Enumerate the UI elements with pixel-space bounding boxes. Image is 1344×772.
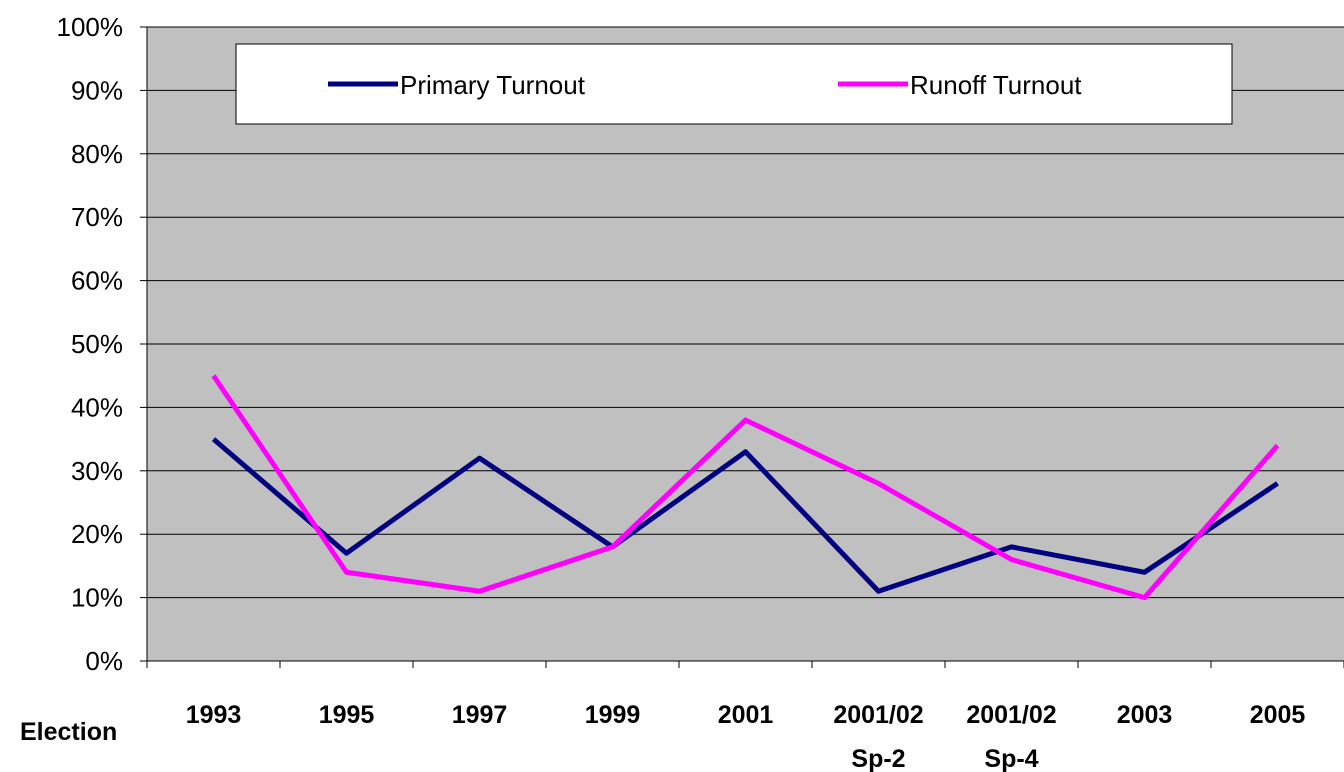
y-tick-label: 60% [71, 266, 123, 296]
x-tick-label: 1993 [186, 701, 242, 729]
legend-label: Primary Turnout [400, 70, 586, 100]
series-line [211, 437, 1279, 594]
x-tick-label: 1999 [585, 701, 641, 729]
legend-box [235, 43, 1233, 125]
y-tick-label: 0% [85, 646, 123, 676]
legend-label: Runoff Turnout [910, 70, 1082, 100]
y-tick-label: 100% [57, 12, 124, 42]
x-tick-label: 2001/02 Sp-4 [966, 701, 1056, 772]
x-tick-label: 2005 [1250, 701, 1306, 729]
series-line [211, 374, 1280, 601]
x-tick-label: 2003 [1117, 701, 1173, 729]
y-tick-label: 20% [71, 519, 123, 549]
y-tick-label: 10% [71, 583, 123, 613]
y-tick-label: 70% [71, 202, 123, 232]
x-tick-label: 1995 [319, 701, 375, 729]
y-tick-label: 90% [71, 75, 123, 105]
x-tick-label: 2001 [718, 701, 774, 729]
x-tick-label: 1997 [452, 701, 508, 729]
x-tick-label: 2001/02 Sp-2 [833, 701, 923, 772]
y-tick-label: 30% [71, 456, 123, 486]
x-axis-label: Election [20, 718, 117, 746]
y-tick-label: 40% [71, 392, 123, 422]
y-tick-label: 80% [71, 139, 123, 169]
y-tick-label: 50% [71, 329, 123, 359]
